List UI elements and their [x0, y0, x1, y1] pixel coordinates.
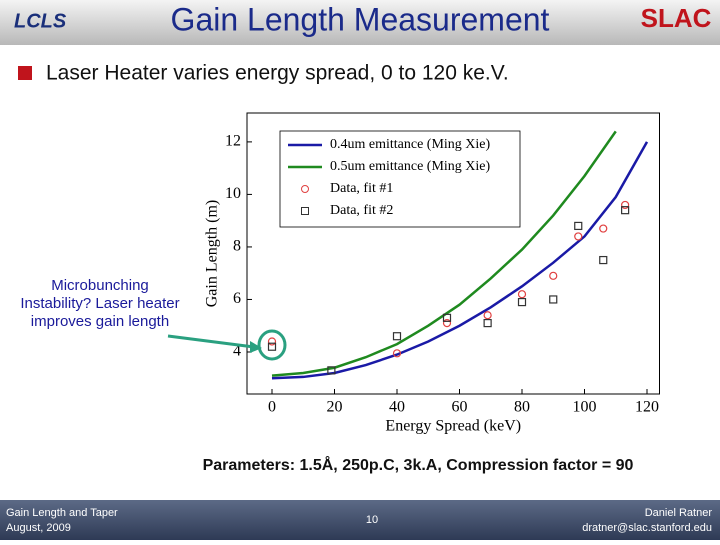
callout-arrow — [167, 334, 255, 349]
slac-logo: SLAC — [641, 3, 712, 33]
legend-label: 0.4um emittance (Ming Xie) — [330, 137, 491, 152]
x-tick-label: 60 — [452, 399, 468, 416]
arrow-head — [250, 341, 262, 353]
x-tick-label: 20 — [327, 399, 343, 416]
legend-label: 0.5um emittance (Ming Xie) — [330, 159, 491, 174]
plot: 0 20 40 60 80 100 120 4 6 8 10 12 Energy Spread (keV… — [204, 112, 660, 435]
x-tick-label: 0 — [268, 399, 276, 416]
callout-text: Microbunching Instability? Laser heater … — [20, 277, 180, 330]
footer-right: Daniel Ratner — [645, 507, 713, 519]
footer-left: Gain Length and Taper — [6, 507, 118, 519]
parameters: Parameters: 1.5Å, 250p.C, 3k.A, Compress… — [203, 455, 634, 474]
callout-box: Microbunching Instability? Laser heater … — [20, 277, 180, 330]
plot-frame — [246, 112, 660, 395]
legend-marker — [301, 207, 309, 215]
data-point — [267, 337, 277, 346]
x-tick-label: 40 — [389, 399, 405, 416]
data-point — [483, 318, 492, 328]
data-point — [442, 313, 452, 322]
data-point — [599, 224, 608, 233]
x-tick-label: 80 — [514, 399, 530, 416]
data-point — [574, 232, 583, 241]
legend-label: Data, fit #1 — [330, 181, 393, 196]
data-point — [599, 255, 608, 265]
lcls-logo: LCLS — [14, 10, 67, 32]
x-tick-label: 100 — [573, 399, 597, 416]
data-point — [442, 318, 452, 328]
x-tick-label: 120 — [635, 399, 659, 416]
bullet-text: Laser Heater varies energy spread, 0 to … — [46, 62, 509, 85]
page-number: 10 — [366, 514, 378, 526]
footer-right: dratner@slac.stanford.edu — [582, 522, 712, 534]
data-point — [549, 295, 558, 304]
y-tick-label: 10 — [225, 185, 241, 202]
data-point — [392, 332, 402, 341]
y-axis-label: Gain Length (m) — [204, 200, 221, 308]
y-tick-label: 12 — [225, 133, 241, 150]
slide-title: Gain Length Measurement — [171, 1, 550, 37]
data-point — [621, 206, 630, 215]
legend-label: Data, fit #2 — [330, 203, 393, 218]
footer-left: August, 2009 — [6, 522, 71, 534]
x-axis-label: Energy Spread (keV) — [385, 418, 521, 435]
data-point — [327, 366, 336, 375]
data-point — [621, 200, 630, 210]
data-point — [574, 221, 583, 231]
legend-box — [279, 130, 521, 228]
data-point — [267, 342, 277, 351]
y-tick-label: 4 — [233, 343, 241, 360]
y-tick-label: 8 — [233, 238, 241, 255]
header-bar — [0, 0, 720, 45]
data-point — [483, 311, 492, 320]
data-point — [517, 290, 527, 299]
legend-marker — [301, 185, 309, 193]
y-tick-label: 6 — [233, 290, 241, 307]
footer-bar — [0, 500, 720, 540]
data-point — [392, 349, 402, 358]
data-point — [549, 271, 558, 280]
data-point — [517, 297, 527, 307]
bullet-icon — [18, 66, 32, 80]
highlight-ring — [257, 329, 287, 361]
